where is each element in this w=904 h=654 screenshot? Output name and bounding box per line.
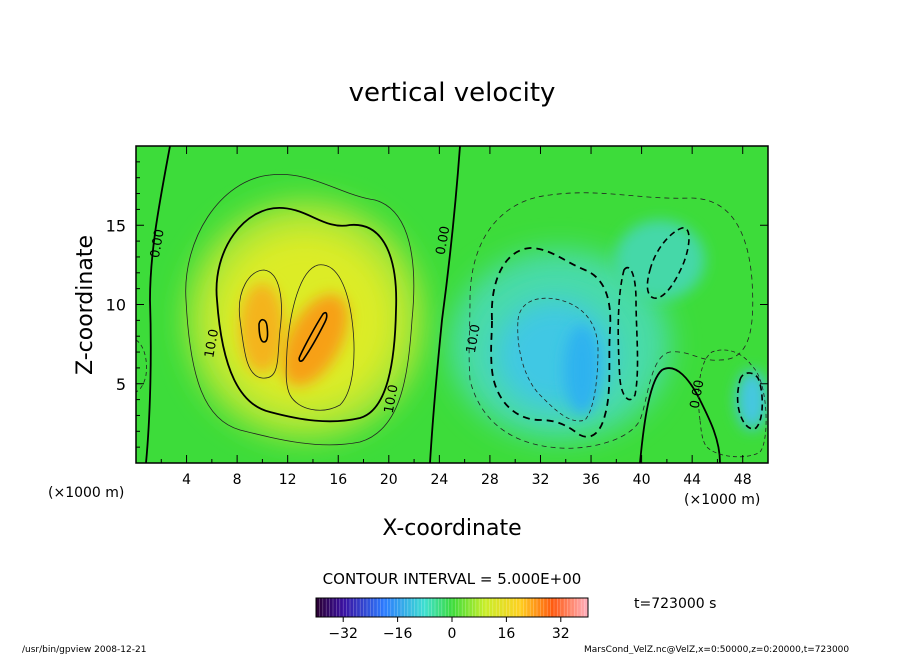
y-axis-label: Z-coordinate: [73, 235, 98, 375]
colorbar-ticks: −32 −16 0 16 32: [328, 617, 570, 642]
x-tick-label: 20: [380, 472, 398, 488]
contour-neg5-left-edge: [136, 339, 147, 393]
colorbar-stripes: [315, 598, 589, 617]
colorbar-tick-label: 16: [497, 626, 515, 642]
colorbar-tick-label: 32: [552, 626, 570, 642]
contour-label: 10.0: [464, 323, 484, 354]
footer-left: /usr/bin/gpview 2008-12-21: [22, 645, 146, 654]
downdraft-streak: [564, 325, 600, 415]
contour-neg10-upper: [646, 227, 690, 299]
x-unit-left: (×1000 m): [48, 485, 124, 501]
contour-neg10-streak: [617, 266, 639, 401]
x-unit-right: (×1000 m): [684, 492, 760, 508]
x-tick-label: 48: [734, 472, 752, 488]
colorbar-tick-label: 0: [448, 626, 457, 642]
contour-label: 10.0: [382, 383, 402, 414]
contour-25-core-right: [298, 311, 328, 362]
footer-right: MarsCond_VelZ.nc@VelZ,x=0:50000,z=0:2000…: [584, 645, 849, 654]
contour-neg5-right: [698, 349, 767, 458]
y-axis: 5 10 15: [106, 161, 768, 448]
contour-zero-lower-right: [639, 367, 721, 463]
x-tick-label: 24: [430, 472, 448, 488]
x-tick-label: 4: [182, 472, 191, 488]
contour-10-updraft: [215, 207, 398, 423]
x-tick-label: 8: [233, 472, 242, 488]
time-label: t=723000 s: [634, 596, 716, 612]
x-tick-label: 32: [532, 472, 550, 488]
contour-label: 0.00: [688, 379, 708, 410]
colorbar-tick-label: −16: [383, 626, 413, 642]
contour-neg15-downdraft: [517, 297, 599, 422]
x-tick-label: 12: [279, 472, 297, 488]
contour-25-core-left: [258, 318, 269, 343]
x-axis-label: X-coordinate: [382, 516, 521, 541]
contour-interval-label: CONTOUR INTERVAL = 5.000E+00: [323, 570, 582, 588]
colorbar-ramp: [316, 598, 588, 617]
contour-label: 10.0: [202, 328, 222, 359]
contour-neg10-right: [736, 372, 764, 430]
contour-15-updraft: [238, 269, 282, 379]
updraft-left-core: [240, 283, 284, 373]
color-field: [136, 146, 768, 463]
downdraft-upper: [615, 220, 705, 300]
contour-labels: 0.00 10.0 10.0 0.00 10.0 0.00: [148, 225, 708, 415]
x-tick-label: 16: [329, 472, 347, 488]
x-axis: 4 8 12 16 20 24 28 32 36 40 44 48: [160, 146, 752, 488]
contour-zero-middle: [429, 146, 461, 463]
y-tick-label: 10: [106, 296, 126, 315]
contour-neg5-downdraft: [468, 192, 754, 449]
x-tick-label: 36: [582, 472, 600, 488]
y-tick-label: 5: [116, 375, 126, 394]
contour-label: 0.00: [434, 225, 454, 256]
colorbar-tick-label: −32: [328, 626, 358, 642]
contour-5-updraft: [185, 173, 415, 446]
colorbar: −32 −16 0 16 32: [315, 597, 589, 642]
y-tick-label: 15: [106, 216, 126, 235]
contour-neg10-downdraft: [490, 247, 612, 438]
contour-15-updraft-b: [285, 264, 355, 411]
x-tick-label: 28: [481, 472, 499, 488]
chart-title: vertical velocity: [349, 78, 556, 108]
contour-zero-left: [145, 146, 171, 463]
x-tick-label: 44: [683, 472, 701, 488]
x-tick-label: 40: [633, 472, 651, 488]
contour-label: 0.00: [148, 228, 168, 259]
